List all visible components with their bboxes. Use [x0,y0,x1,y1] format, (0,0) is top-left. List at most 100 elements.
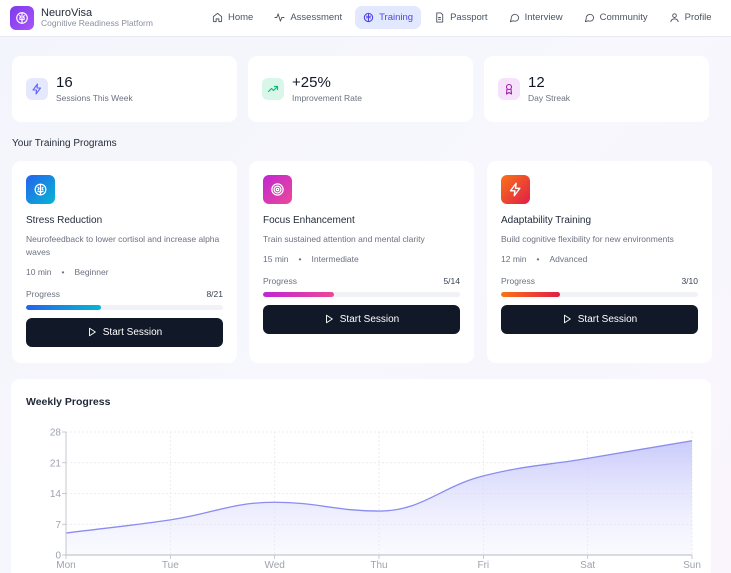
section-title-programs: Your Training Programs [12,138,117,149]
nav-community[interactable]: Community [576,6,656,29]
document-icon [436,12,444,23]
brand[interactable]: NeuroVisa Cognitive Readiness Platform [10,6,153,30]
progress-count: 8/21 [206,288,223,299]
main-nav: Home Assessment Training Passport Interv… [204,6,725,29]
x-tick-label: Thu [370,560,387,571]
weekly-progress-chart: 0 7 14 21 28 Mon Tue Wed Thu Fri Sat Sun [50,428,701,572]
progress-count: 5/14 [443,275,460,286]
stat-card-sessions: 16 Sessions This Week [12,56,237,122]
program-level: Beginner [74,266,109,277]
x-tick-label: Sun [683,560,701,571]
program-title: Stress Reduction [26,215,103,226]
x-tick-label: Wed [264,560,284,571]
progress-bar [26,304,223,310]
play-icon [563,315,571,324]
y-tick-label: 7 [55,520,61,531]
nav-label: Interview [524,12,563,23]
progress-label: Progress [26,288,61,299]
program-meta: 15 min • Intermediate [263,254,460,264]
progress-fill [263,291,334,297]
program-card-focus-enhancement: Focus Enhancement Train sustained attent… [249,161,474,363]
brain-icon [363,12,374,23]
stat-value: 16 [56,73,73,91]
y-tick-label: 28 [50,428,62,439]
play-icon [88,327,96,337]
button-label: Start Session [577,313,638,325]
program-duration: 15 min [263,253,289,264]
app-name: NeuroVisa [41,6,93,19]
home-icon [212,12,223,23]
nav-profile[interactable]: Profile [661,6,720,29]
weekly-progress-card: Weekly Progress 0 7 14 21 28 Mon Tue Wed Thu Fri S… [11,379,711,573]
activity-icon [274,13,285,22]
series-line [65,440,693,534]
program-title: Focus Enhancement [263,215,355,226]
nav-passport[interactable]: Passport [426,6,496,29]
start-session-button[interactable]: Start Session [263,304,460,334]
y-tick-label: 21 [50,458,62,469]
meta-separator: • [536,253,540,264]
button-label: Start Session [339,313,400,325]
brain-icon [10,6,34,30]
nav-assessment[interactable]: Assessment [266,6,350,29]
program-card-adaptability-training: Adaptability Training Build cognitive fl… [487,161,712,363]
start-session-button[interactable]: Start Session [26,317,223,347]
target-icon [263,175,292,204]
stat-card-improvement: +25% Improvement Rate [248,56,473,122]
progress-bar [501,291,698,297]
program-title: Adaptability Training [501,215,592,226]
nav-label: Profile [684,12,712,23]
nav-label: Training [379,12,414,23]
trending-up-icon [262,78,284,100]
nav-interview[interactable]: Interview [501,6,571,29]
lightning-icon [501,175,530,204]
x-tick-label: Tue [162,560,179,571]
program-duration: 12 min [501,253,527,264]
start-session-button[interactable]: Start Session [501,304,698,334]
progress-label: Progress [501,275,536,286]
stat-value: +25% [292,73,331,91]
nav-label: Home [228,12,254,23]
nav-label: Passport [450,12,488,23]
x-tick-label: Mon [56,560,75,571]
lightning-icon [26,78,48,100]
play-icon [325,315,333,324]
program-card-stress-reduction: Stress Reduction Neurofeedback to lower … [12,161,237,363]
top-navbar: NeuroVisa Cognitive Readiness Platform H… [0,0,731,37]
progress-fill [26,304,101,310]
y-tick-label: 0 [55,551,61,562]
x-tick-label: Sat [580,560,595,571]
area-fill [66,440,692,555]
program-description: Neurofeedback to lower cortisol and incr… [26,234,220,257]
chat-icon [584,13,594,23]
app-subtitle: Cognitive Readiness Platform [41,18,153,29]
program-duration: 10 min [26,266,52,277]
program-level: Intermediate [311,253,359,264]
program-meta: 12 min • Advanced [501,254,698,264]
chat-icon [509,13,519,23]
award-icon [498,78,520,100]
program-description: Build cognitive flexibility for new envi… [501,234,674,244]
stat-label: Sessions This Week [56,93,133,104]
nav-label: Assessment [290,12,343,23]
meta-separator: • [61,266,65,277]
progress-count: 3/10 [681,275,698,286]
progress-fill [501,291,561,297]
brain-icon [26,175,55,204]
progress-bar [263,291,460,297]
program-meta: 10 min • Beginner [26,267,223,277]
stat-value: 12 [528,73,545,91]
program-description: Train sustained attention and mental cla… [263,234,425,244]
meta-separator: • [298,253,302,264]
nav-training[interactable]: Training [355,6,422,29]
nav-home[interactable]: Home [204,6,261,29]
button-label: Start Session [102,326,163,338]
y-tick-label: 14 [50,489,62,500]
chart-title: Weekly Progress [26,396,111,408]
user-icon [670,13,679,23]
program-level: Advanced [549,253,588,264]
stat-label: Improvement Rate [292,93,362,104]
progress-label: Progress [263,275,298,286]
stat-label: Day Streak [528,93,571,104]
nav-label: Community [599,12,648,23]
